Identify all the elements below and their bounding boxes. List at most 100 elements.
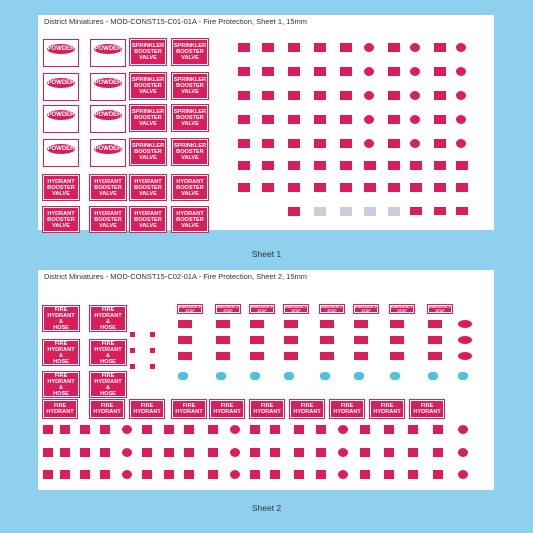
decal-icon bbox=[100, 470, 110, 479]
hydrant-sign: FIRE HYDRANT bbox=[42, 399, 78, 419]
powder-sign: POWDER bbox=[43, 39, 79, 67]
decal-icon bbox=[390, 372, 400, 380]
decal-icon bbox=[388, 139, 400, 148]
decal-icon bbox=[250, 470, 260, 479]
decal-icon bbox=[288, 115, 300, 124]
decal-icon bbox=[284, 372, 294, 380]
decal-icon bbox=[250, 425, 260, 434]
decal-icon bbox=[456, 43, 466, 52]
decal-icon bbox=[142, 470, 152, 479]
decal-icon bbox=[340, 207, 352, 216]
decal-icon bbox=[354, 336, 368, 344]
hydrant-booster-sign: HYDRANT BOOSTER VALVE bbox=[171, 174, 209, 201]
decal-icon bbox=[354, 352, 368, 360]
decal-icon bbox=[238, 183, 250, 192]
decal-icon bbox=[458, 352, 472, 360]
decal-icon bbox=[150, 348, 155, 353]
decal-icon bbox=[294, 425, 304, 434]
decal-icon bbox=[184, 470, 194, 479]
emergency-stop-sign: EMERGENCY STOP bbox=[283, 304, 309, 314]
decal-icon bbox=[428, 352, 442, 360]
decal-icon bbox=[250, 336, 264, 344]
decal-icon bbox=[364, 67, 374, 76]
decal-icon bbox=[338, 448, 348, 457]
decal-icon bbox=[458, 336, 472, 344]
decal-icon bbox=[410, 43, 420, 52]
decal-icon bbox=[122, 425, 132, 434]
decal-icon bbox=[364, 161, 376, 170]
decal-icon bbox=[456, 115, 466, 124]
decal-icon bbox=[320, 372, 330, 380]
decal-icon bbox=[408, 470, 418, 479]
hydrant-booster-sign: HYDRANT BOOSTER VALVE bbox=[171, 206, 209, 233]
decal-icon bbox=[230, 448, 240, 457]
decal-icon bbox=[80, 470, 90, 479]
decal-icon bbox=[456, 207, 468, 215]
sheet-caption: Sheet 2 bbox=[251, 503, 282, 513]
decal-icon bbox=[340, 67, 352, 76]
powder-sign: POWDER bbox=[90, 105, 126, 133]
decal-icon bbox=[433, 448, 443, 457]
decal-icon bbox=[270, 470, 280, 479]
decal-icon bbox=[130, 364, 135, 369]
powder-label: POWDER bbox=[47, 78, 75, 88]
decal-icon bbox=[314, 43, 326, 52]
decal-icon bbox=[364, 91, 374, 100]
powder-label: POWDER bbox=[47, 110, 75, 120]
decal-icon bbox=[270, 448, 280, 457]
decal-icon bbox=[288, 161, 300, 170]
decal-icon bbox=[364, 43, 374, 52]
decal-icon bbox=[388, 161, 400, 170]
decal-icon bbox=[340, 183, 352, 192]
hydrant-sign: FIRE HYDRANT bbox=[289, 399, 325, 419]
decal-icon bbox=[178, 320, 192, 328]
powder-label: POWDER bbox=[94, 144, 122, 154]
decal-icon bbox=[164, 425, 174, 434]
hydrant-sign: FIRE HYDRANT bbox=[249, 399, 285, 419]
decal-icon bbox=[410, 161, 422, 170]
hydrant-hose-sign: FIRE HYDRANT & HOSE bbox=[42, 305, 80, 332]
decal-icon bbox=[388, 91, 400, 100]
decal-icon bbox=[314, 91, 326, 100]
decal-icon bbox=[43, 425, 53, 434]
hydrant-sign: FIRE HYDRANT bbox=[89, 399, 125, 419]
hydrant-booster-sign: HYDRANT BOOSTER VALVE bbox=[129, 174, 167, 201]
decal-icon bbox=[60, 470, 70, 479]
decal-icon bbox=[314, 67, 326, 76]
decal-icon bbox=[434, 67, 446, 76]
hydrant-booster-sign: HYDRANT BOOSTER VALVE bbox=[129, 206, 167, 233]
decal-icon bbox=[320, 352, 334, 360]
decal-icon bbox=[410, 91, 420, 100]
sprinkler-sign: SPRINKLER BOOSTER VALVE bbox=[129, 138, 167, 166]
decal-icon bbox=[433, 470, 443, 479]
decal-icon bbox=[284, 320, 298, 328]
powder-sign: POWDER bbox=[43, 73, 79, 101]
decal-icon bbox=[340, 139, 352, 148]
decal-icon bbox=[434, 183, 446, 192]
decal-icon bbox=[316, 425, 326, 434]
decal-icon bbox=[294, 470, 304, 479]
decal-icon bbox=[384, 470, 394, 479]
decal-icon bbox=[208, 448, 218, 457]
decal-icon bbox=[262, 183, 274, 192]
decal-icon bbox=[456, 183, 468, 192]
decal-icon bbox=[458, 320, 472, 328]
decal-icon bbox=[208, 425, 218, 434]
decal-icon bbox=[262, 161, 274, 170]
powder-sign: POWDER bbox=[90, 139, 126, 167]
emergency-stop-sign: EMERGENCY STOP bbox=[249, 304, 275, 314]
decal-icon bbox=[250, 372, 260, 380]
sprinkler-sign: SPRINKLER BOOSTER VALVE bbox=[171, 72, 209, 100]
sprinkler-sign: SPRINKLER BOOSTER VALVE bbox=[129, 72, 167, 100]
decal-icon bbox=[410, 207, 422, 215]
decal-icon bbox=[364, 207, 376, 216]
decal-icon bbox=[456, 91, 466, 100]
decal-icon bbox=[360, 425, 370, 434]
decal-icon bbox=[410, 139, 420, 148]
decal-icon bbox=[216, 336, 230, 344]
sheet-title: District Miniatures - MOD-CONST15-C02-01… bbox=[44, 272, 307, 281]
decal-icon bbox=[410, 183, 422, 192]
emergency-stop-sign: EMERGENCY STOP bbox=[389, 304, 415, 314]
sprinkler-sign: SPRINKLER BOOSTER VALVE bbox=[171, 38, 209, 66]
